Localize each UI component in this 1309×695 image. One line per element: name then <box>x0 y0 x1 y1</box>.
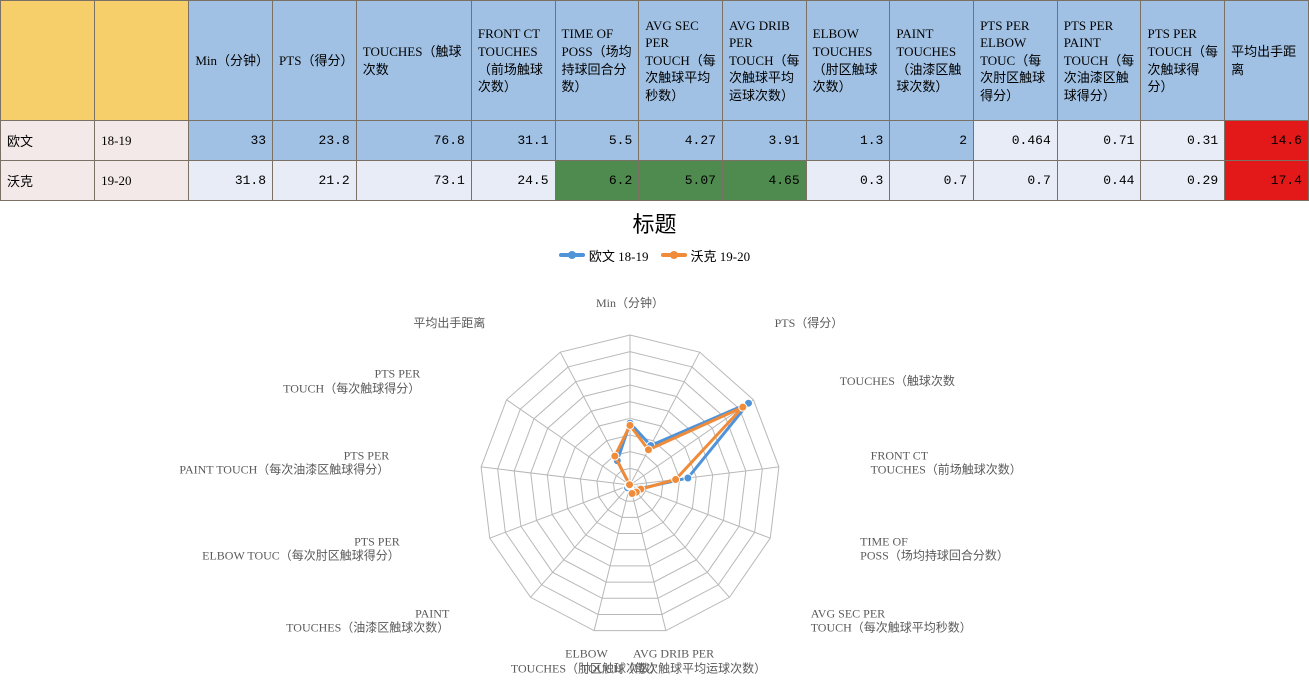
axis-label: Min（分钟） <box>596 295 664 309</box>
season-cell: 18-19 <box>95 121 189 161</box>
axis-label: FRONT CT TOUCHES（前场触球次数） <box>871 448 1022 477</box>
value-cell: 0.31 <box>1141 121 1225 161</box>
axis-label: TIME OF POSS（场均持球回合分数） <box>860 535 1009 564</box>
chart-legend: 欧文 18-19 沃克 19-20 <box>0 245 1309 265</box>
value-cell: 31.8 <box>189 161 273 201</box>
legend-swatch <box>661 253 687 257</box>
value-cell: 0.3 <box>806 161 890 201</box>
col-header: TIME OF POSS（场均持球回合分数） <box>555 1 639 121</box>
col-header: PTS PER ELBOW TOUC（每次肘区触球得分） <box>974 1 1058 121</box>
value-cell: 6.2 <box>555 161 639 201</box>
col-header: FRONT CT TOUCHES（前场触球次数） <box>471 1 555 121</box>
legend-swatch <box>559 253 585 257</box>
value-cell: 0.7 <box>890 161 974 201</box>
chart-title: 标题 <box>0 207 1309 239</box>
value-cell: 4.65 <box>722 161 806 201</box>
value-cell: 0.7 <box>974 161 1058 201</box>
player-name-cell: 沃克 <box>1 161 95 201</box>
table-row: 欧文18-193323.876.831.15.54.273.911.320.46… <box>1 121 1309 161</box>
radar-holder: Min（分钟） PTS（得分） TOUCHES（触球次数 FRONT CT TOUCH… <box>0 265 1309 695</box>
value-cell: 2 <box>890 121 974 161</box>
value-cell: 23.8 <box>273 121 357 161</box>
radar-chart <box>0 265 1309 695</box>
value-cell: 3.91 <box>722 121 806 161</box>
legend-label: 欧文 18-19 <box>589 246 649 265</box>
corner-cell-player <box>1 1 95 121</box>
axis-label: PAINT TOUCHES（油漆区触球次数） <box>286 606 449 635</box>
col-header: ELBOW TOUCHES（肘区触球次数） <box>806 1 890 121</box>
value-cell: 0.464 <box>974 121 1058 161</box>
col-header: PTS PER TOUCH（每次触球得分） <box>1141 1 1225 121</box>
value-cell: 0.29 <box>1141 161 1225 201</box>
chart-area[interactable]: 标题 欧文 18-19 沃克 19-20 Min（分钟） PTS（得分） TOUCHE… <box>0 207 1309 695</box>
value-cell: 17.4 <box>1225 161 1309 201</box>
axis-label: PTS PER PAINT TOUCH（每次油漆区触球得分） <box>179 448 389 477</box>
axis-label: PTS PER TOUCH（每次触球得分） <box>283 367 420 396</box>
axis-label: AVG SEC PER TOUCH（每次触球平均秒数） <box>811 606 972 635</box>
stats-table: Min（分钟）PTS（得分）TOUCHES（触球次数FRONT CT TOUCH… <box>0 0 1309 201</box>
value-cell: 5.07 <box>639 161 723 201</box>
legend-label: 沃克 19-20 <box>691 246 751 265</box>
legend-item[interactable]: 沃克 19-20 <box>661 246 751 265</box>
col-header: AVG SEC PER TOUCH（每次触球平均秒数） <box>639 1 723 121</box>
axis-label: ELBOW TOUCHES（肘区触球次数） <box>511 647 662 676</box>
axis-label: 平均出手距离 <box>413 316 485 330</box>
value-cell: 0.71 <box>1057 121 1141 161</box>
col-header: TOUCHES（触球次数 <box>356 1 471 121</box>
corner-cell-season <box>95 1 189 121</box>
value-cell: 14.6 <box>1225 121 1309 161</box>
col-header: 平均出手距离 <box>1225 1 1309 121</box>
table-header-row: Min（分钟）PTS（得分）TOUCHES（触球次数FRONT CT TOUCH… <box>1 1 1309 121</box>
season-cell: 19-20 <box>95 161 189 201</box>
value-cell: 5.5 <box>555 121 639 161</box>
value-cell: 31.1 <box>471 121 555 161</box>
col-header: PTS（得分） <box>273 1 357 121</box>
col-header: Min（分钟） <box>189 1 273 121</box>
legend-item[interactable]: 欧文 18-19 <box>559 246 649 265</box>
col-header: AVG DRIB PER TOUCH（每次触球平均运球次数） <box>722 1 806 121</box>
axis-label: PTS PER ELBOW TOUC（每次肘区触球得分） <box>202 535 400 564</box>
value-cell: 73.1 <box>356 161 471 201</box>
player-name-cell: 欧文 <box>1 121 95 161</box>
value-cell: 33 <box>189 121 273 161</box>
value-cell: 1.3 <box>806 121 890 161</box>
table-row: 沃克19-2031.821.273.124.56.25.074.650.30.7… <box>1 161 1309 201</box>
value-cell: 4.27 <box>639 121 723 161</box>
value-cell: 76.8 <box>356 121 471 161</box>
col-header: PAINT TOUCHES（油漆区触球次数） <box>890 1 974 121</box>
axis-label: PTS（得分） <box>775 316 844 330</box>
value-cell: 21.2 <box>273 161 357 201</box>
axis-label: TOUCHES（触球次数 <box>840 374 955 388</box>
value-cell: 0.44 <box>1057 161 1141 201</box>
col-header: PTS PER PAINT TOUCH（每次油漆区触球得分） <box>1057 1 1141 121</box>
value-cell: 24.5 <box>471 161 555 201</box>
